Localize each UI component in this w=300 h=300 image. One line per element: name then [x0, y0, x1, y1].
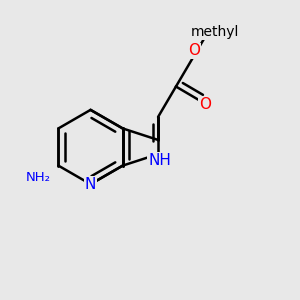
- Text: N: N: [85, 177, 96, 192]
- Text: O: O: [199, 97, 211, 112]
- Text: NH₂: NH₂: [26, 171, 51, 184]
- Text: O: O: [188, 43, 200, 58]
- Text: methyl: methyl: [190, 25, 239, 39]
- Text: NH: NH: [148, 153, 171, 168]
